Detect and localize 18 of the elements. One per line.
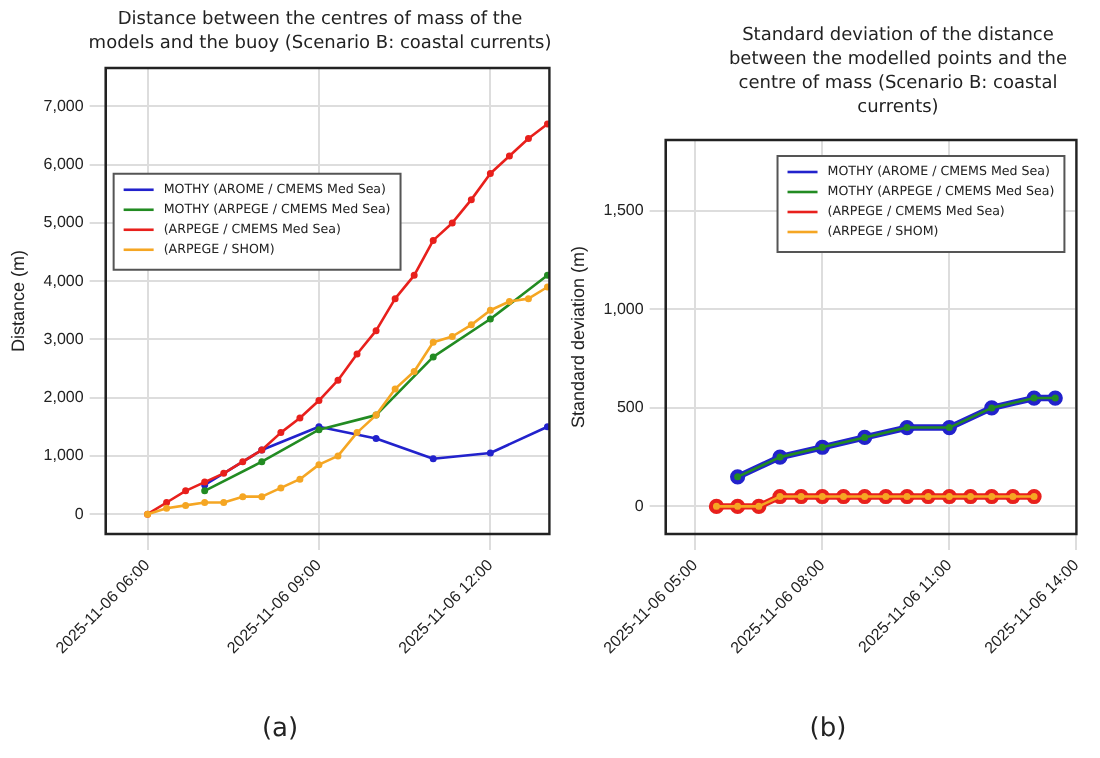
y-tick-label: 1,000 <box>603 299 645 318</box>
y-tick-label: 0 <box>634 496 645 515</box>
y-tick-label: 0 <box>74 504 85 523</box>
y-tick-label: 7,000 <box>43 96 85 115</box>
y-tick-label: 1,500 <box>603 201 645 220</box>
y-axis-title: Distance (m) <box>7 249 28 352</box>
text: (b) <box>807 714 849 744</box>
y-tick-label: 4,000 <box>43 271 85 290</box>
text: (a) <box>259 714 301 744</box>
y-tick-label: 1,000 <box>43 446 85 465</box>
chart-title: Standard deviation of the distance between the modelled points and the centre of mass (Scenario B: coastal currents) <box>710 24 1086 120</box>
chart-title: Distance between the centres of mass of the models and the buoy (Scenario B: coastal currents) <box>84 8 556 56</box>
y-tick-label: 500 <box>616 398 645 417</box>
y-tick-label: 6,000 <box>43 155 85 174</box>
y-axis-title: Standard deviation (m) <box>567 245 588 429</box>
y-tick-label: 2,000 <box>43 388 85 407</box>
y-tick-label: 5,000 <box>43 213 85 232</box>
y-tick-label: 3,000 <box>43 329 85 348</box>
